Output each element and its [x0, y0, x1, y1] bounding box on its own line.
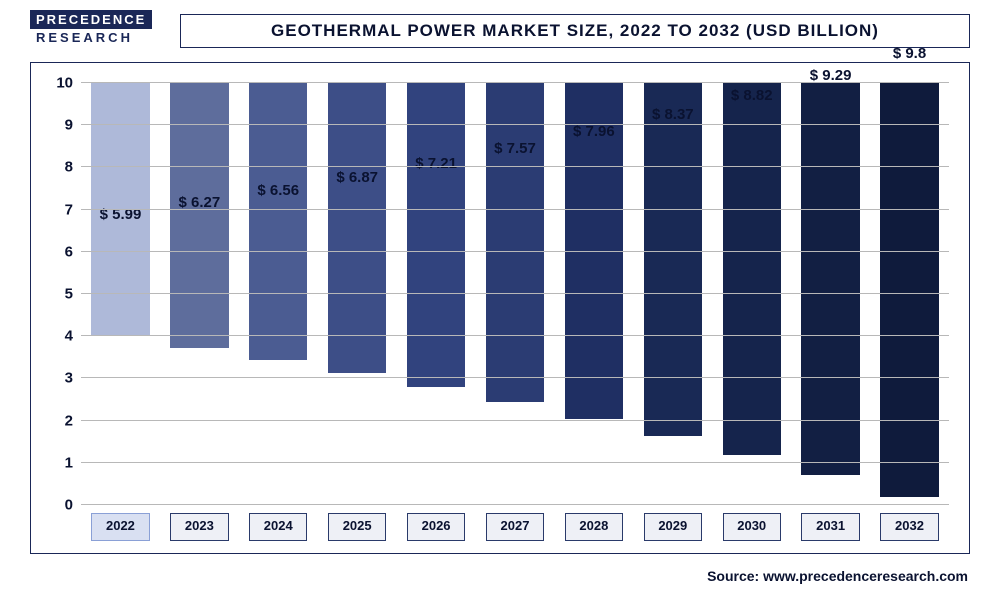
x-axis-category-label: 2029	[644, 513, 702, 541]
bar-slot: $ 8.37	[633, 83, 712, 505]
bar	[723, 83, 781, 455]
bar-value-label: $ 6.27	[179, 194, 221, 217]
x-axis-category-label: 2031	[801, 513, 859, 541]
gridline	[81, 209, 949, 210]
x-axis-category-label: 2028	[565, 513, 623, 541]
bar-slot: $ 7.21	[397, 83, 476, 505]
bar-value-label: $ 7.57	[494, 140, 536, 163]
x-label-slot: 2029	[633, 513, 712, 541]
bar-slot: $ 8.82	[712, 83, 791, 505]
chart-title: GEOTHERMAL POWER MARKET SIZE, 2022 TO 20…	[271, 21, 879, 41]
gridline	[81, 420, 949, 421]
brand-logo: PRECEDENCE RESEARCH	[30, 10, 152, 44]
bar	[407, 83, 465, 387]
gridline	[81, 462, 949, 463]
y-tick-label: 1	[65, 454, 81, 471]
y-tick-label: 4	[65, 328, 81, 345]
y-tick-label: 8	[65, 159, 81, 176]
bar-value-label: $ 9.29	[810, 67, 852, 90]
gridline	[81, 377, 949, 378]
gridline	[81, 166, 949, 167]
logo-bottom-text: RESEARCH	[30, 29, 152, 44]
y-tick-label: 7	[65, 201, 81, 218]
x-axis-category-label: 2032	[880, 513, 938, 541]
y-tick-label: 10	[56, 75, 81, 92]
bar	[328, 83, 386, 373]
bar-value-label: $ 6.87	[336, 169, 378, 192]
x-label-slot: 2023	[160, 513, 239, 541]
x-label-slot: 2031	[791, 513, 870, 541]
x-axis-category-label: 2030	[723, 513, 781, 541]
x-label-slot: 2030	[712, 513, 791, 541]
plot-area: $ 5.99 $ 6.27 $ 6.56 $ 6.87 $ 7.21 $ 7.57 $ 7.…	[81, 83, 949, 505]
bar-value-label: $ 6.56	[257, 182, 299, 205]
gridline	[81, 82, 949, 83]
bar-slot: $ 9.8	[870, 83, 949, 505]
bar-value-label: $ 7.96	[573, 123, 615, 146]
chart-title-bar: GEOTHERMAL POWER MARKET SIZE, 2022 TO 20…	[180, 14, 970, 48]
bar-slot: $ 6.27	[160, 83, 239, 505]
page-root: PRECEDENCE RESEARCH GEOTHERMAL POWER MAR…	[0, 0, 1000, 592]
bar-slot: $ 5.99	[81, 83, 160, 505]
bar	[644, 83, 702, 436]
x-axis-category-label: 2027	[486, 513, 544, 541]
x-axis-category-label: 2023	[170, 513, 228, 541]
source-attribution: Source: www.precedenceresearch.com	[707, 568, 968, 584]
x-label-slot: 2026	[397, 513, 476, 541]
bar	[486, 83, 544, 402]
bar-slot: $ 9.29	[791, 83, 870, 505]
x-label-slot: 2028	[554, 513, 633, 541]
y-tick-label: 2	[65, 412, 81, 429]
gridline	[81, 124, 949, 125]
x-axis-category-label: 2026	[407, 513, 465, 541]
x-axis-category-label: 2025	[328, 513, 386, 541]
y-tick-label: 3	[65, 370, 81, 387]
y-tick-label: 5	[65, 286, 81, 303]
logo-top-text: PRECEDENCE	[30, 10, 152, 29]
gridline	[81, 293, 949, 294]
bars-container: $ 5.99 $ 6.27 $ 6.56 $ 6.87 $ 7.21 $ 7.57 $ 7.…	[81, 83, 949, 505]
bar-slot: $ 6.56	[239, 83, 318, 505]
bar-slot: $ 7.96	[554, 83, 633, 505]
x-label-slot: 2025	[318, 513, 397, 541]
bar-slot: $ 6.87	[318, 83, 397, 505]
x-label-slot: 2022	[81, 513, 160, 541]
bar-slot: $ 7.57	[476, 83, 555, 505]
bar-value-label: $ 9.8	[893, 45, 926, 68]
gridline	[81, 335, 949, 336]
y-tick-label: 0	[65, 497, 81, 514]
x-label-slot: 2032	[870, 513, 949, 541]
y-tick-label: 6	[65, 243, 81, 260]
gridline	[81, 504, 949, 505]
bar-value-label: $ 8.82	[731, 87, 773, 110]
bar-value-label: $ 8.37	[652, 106, 694, 129]
x-axis-category-label: 2024	[249, 513, 307, 541]
x-label-slot: 2024	[239, 513, 318, 541]
bar	[801, 83, 859, 475]
chart-frame: $ 5.99 $ 6.27 $ 6.56 $ 6.87 $ 7.21 $ 7.57 $ 7.…	[30, 62, 970, 554]
bar	[880, 83, 938, 497]
y-tick-label: 9	[65, 117, 81, 134]
bar-value-label: $ 5.99	[100, 206, 142, 229]
x-label-slot: 2027	[476, 513, 555, 541]
x-axis-category-label: 2022	[91, 513, 149, 541]
x-axis-labels: 2022 2023 2024 2025 2026 2027 2028 2029 2030 2031…	[81, 513, 949, 541]
gridline	[81, 251, 949, 252]
